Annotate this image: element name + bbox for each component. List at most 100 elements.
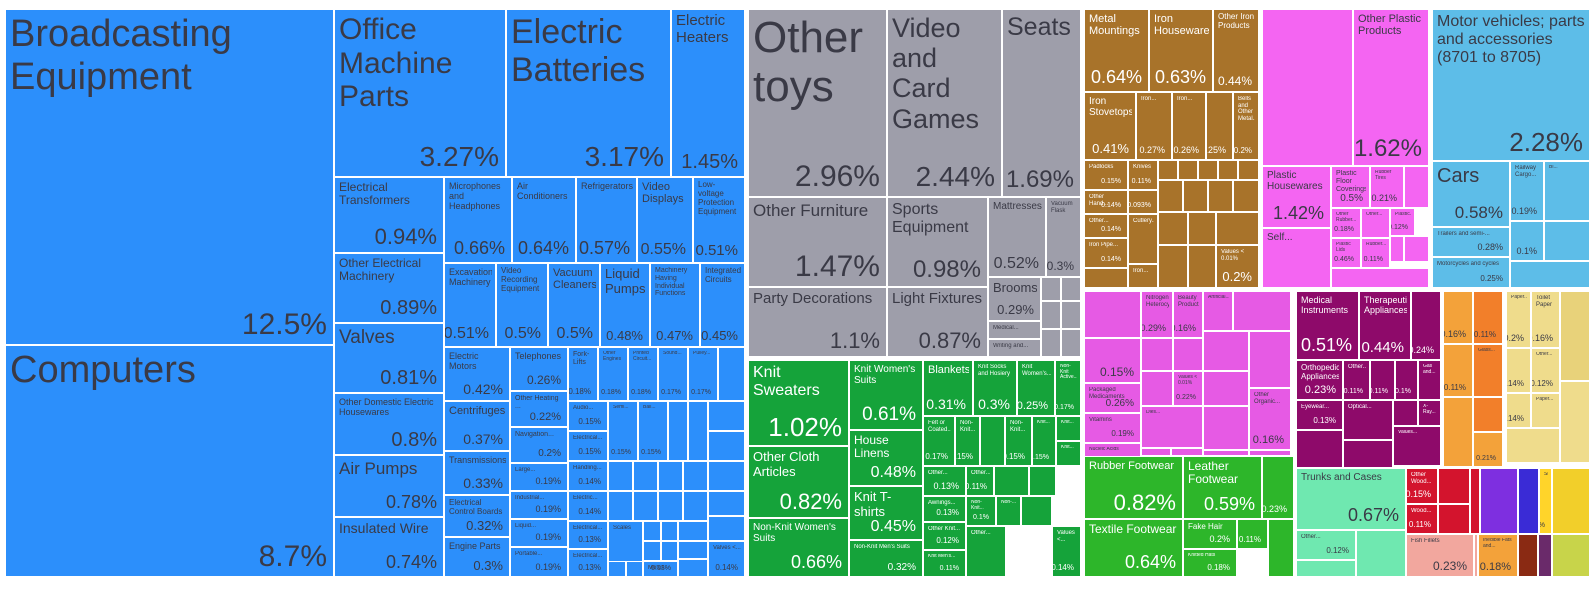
cell-value: 0.59% <box>1203 494 1255 515</box>
cell-label: Wood... <box>1411 508 1432 514</box>
cell-value: 0.11% <box>1363 256 1383 264</box>
treemap-cell: Navigation... 0.2% <box>510 427 568 463</box>
treemap-cell: Iron Stovetops 0.41% <box>1084 92 1136 160</box>
cell-value: 0.51% <box>444 325 489 343</box>
treemap-cell <box>1470 468 1480 534</box>
treemap-cell: Printed Circuit... 0.18% <box>628 347 658 401</box>
treemap-cell: Telephones 0.26% <box>510 347 568 391</box>
treemap-cell: 0.14% <box>1506 393 1531 428</box>
cell-value: 0.24% <box>1411 345 1434 356</box>
cell-value: 0.61% <box>862 404 916 426</box>
treemap-cell: 0.21% <box>1473 432 1503 467</box>
treemap-cell <box>1438 504 1470 534</box>
treemap-cell <box>1158 245 1188 288</box>
cell-label: Mattresses <box>993 201 1042 212</box>
cell-label: Telephones <box>515 351 562 361</box>
treemap-cell <box>1343 440 1393 468</box>
cell-value: 0.15% <box>956 452 973 462</box>
cell-label: Insulated Wire <box>339 521 429 536</box>
treemap-cell: Other Hand... 0.14% <box>1084 190 1128 214</box>
treemap-cell: Mattresses 0.52% <box>988 197 1046 277</box>
treemap-cell: Rubber Tires 0.21% <box>1370 166 1404 208</box>
treemap-cell <box>683 461 708 491</box>
cell-label: Brooms <box>993 281 1037 295</box>
treemap-cell: Trailers and semi-... 0.28% <box>1432 227 1510 257</box>
treemap-cell: Valves <... 0.14% <box>708 541 745 577</box>
cell-label: Printed Circuit... <box>633 351 652 362</box>
treemap-cell <box>1061 277 1081 301</box>
treemap-cell: 0.1% <box>1510 221 1544 261</box>
cell-label: Dies... <box>1146 410 1161 415</box>
treemap-cell: 0.11% <box>1443 344 1473 397</box>
treemap-cell <box>1218 160 1238 180</box>
treemap-cell: Values < 0.01% 0.2% <box>1216 245 1259 288</box>
treemap-cell <box>678 521 708 541</box>
treemap-cell: Trunks and Cases 0.67% <box>1296 468 1406 530</box>
cell-label: Knit... <box>1061 420 1074 425</box>
treemap-cell: Insulated Wire 0.74% <box>334 517 444 577</box>
cell-value: 0.23% <box>1262 504 1287 515</box>
treemap-cell: Beauty Products 0.16% <box>1173 291 1203 338</box>
cell-value: 3.27% <box>419 141 499 173</box>
cell-value: 0.15% <box>641 449 661 457</box>
cell-value: 1.02% <box>768 412 842 443</box>
cell-label: Other Domestic Electric Housewares <box>339 397 434 418</box>
treemap-cell: Metal Mountings 0.64% <box>1084 9 1149 92</box>
cell-label: Motor vehicles; parts and accessories (8… <box>1437 13 1585 66</box>
cell-label: Audio... <box>573 405 594 411</box>
cell-value: 0.23% <box>1304 383 1336 396</box>
cell-label: Excavation Machinery <box>449 267 492 288</box>
treemap-cell: Eyewear... 0.13% <box>1296 400 1343 430</box>
cell-value: 0.48% <box>606 327 643 343</box>
cell-value: 0.81% <box>380 367 437 389</box>
treemap-cell <box>608 461 633 491</box>
cell-value: 0.1% <box>1516 246 1537 257</box>
cell-label: Scales <box>613 525 632 531</box>
treemap-cell: Medical Instruments 0.51% <box>1296 291 1359 360</box>
cell-label: Microphones and Headphones <box>449 181 501 212</box>
cell-label: Fake Hair <box>1188 523 1223 531</box>
treemap-cell <box>1158 160 1178 180</box>
treemap-cell: 0.23% <box>1262 456 1294 519</box>
treemap-cell: Other... <box>1361 208 1390 238</box>
treemap-cell: Textile Footwear 0.64% <box>1084 519 1183 577</box>
treemap-cell <box>1233 291 1291 331</box>
treemap-cell: Toilet Paper 0.16% <box>1531 291 1560 348</box>
cell-label: Orthopedic Appliances <box>1301 364 1339 381</box>
treemap-cell <box>1061 301 1081 329</box>
cell-value: 0.15% <box>1406 489 1431 500</box>
cell-label: Electric Heaters <box>676 13 729 46</box>
treemap-cell <box>1203 450 1249 456</box>
cell-label: Other... <box>1536 352 1553 357</box>
treemap-cell <box>1506 428 1560 463</box>
treemap-cell <box>708 461 745 491</box>
cell-label: Eyewear... <box>1301 404 1330 410</box>
treemap-cell <box>678 541 708 559</box>
cell-value: 0.19% <box>1511 206 1537 217</box>
treemap-cell <box>1183 180 1208 212</box>
cell-label: Large... <box>515 467 536 473</box>
cell-label: Other... <box>971 470 990 476</box>
treemap-cell: Fish Fillets 0.23% <box>1406 534 1474 577</box>
cell-label: Non-Knit... <box>960 420 976 433</box>
treemap-cell <box>1041 277 1061 301</box>
treemap-cell <box>708 491 745 516</box>
cell-value: 0.16% <box>1173 323 1196 334</box>
treemap-cell <box>1061 329 1081 357</box>
cell-label: Writing and... <box>993 343 1029 349</box>
cell-label: Other Rubber... <box>1336 212 1357 223</box>
treemap-cell: Non-Knit Men's Suits 0.32% <box>849 540 923 577</box>
cell-label: Rubber Tires <box>1375 170 1392 181</box>
cell-label: Liquid Pumps <box>605 267 646 296</box>
treemap-cell <box>1171 448 1203 456</box>
treemap-cell: Other Furniture 1.47% <box>748 197 887 287</box>
cell-label: Non-Knit Active... <box>1060 364 1077 381</box>
treemap-cell: Motor... 0.13% <box>643 561 678 577</box>
treemap-cell: 0.11% <box>1237 519 1268 549</box>
cell-value: 12.5% <box>241 308 327 341</box>
cell-value: 0.14% <box>1507 414 1524 424</box>
cell-label: Iron Pipe... <box>1089 242 1119 248</box>
treemap-cell: Paper... 0.2% <box>1506 291 1531 348</box>
treemap-cell: 0.15% <box>1084 338 1141 383</box>
treemap-cell: Electrical... 0.13% <box>568 549 608 577</box>
